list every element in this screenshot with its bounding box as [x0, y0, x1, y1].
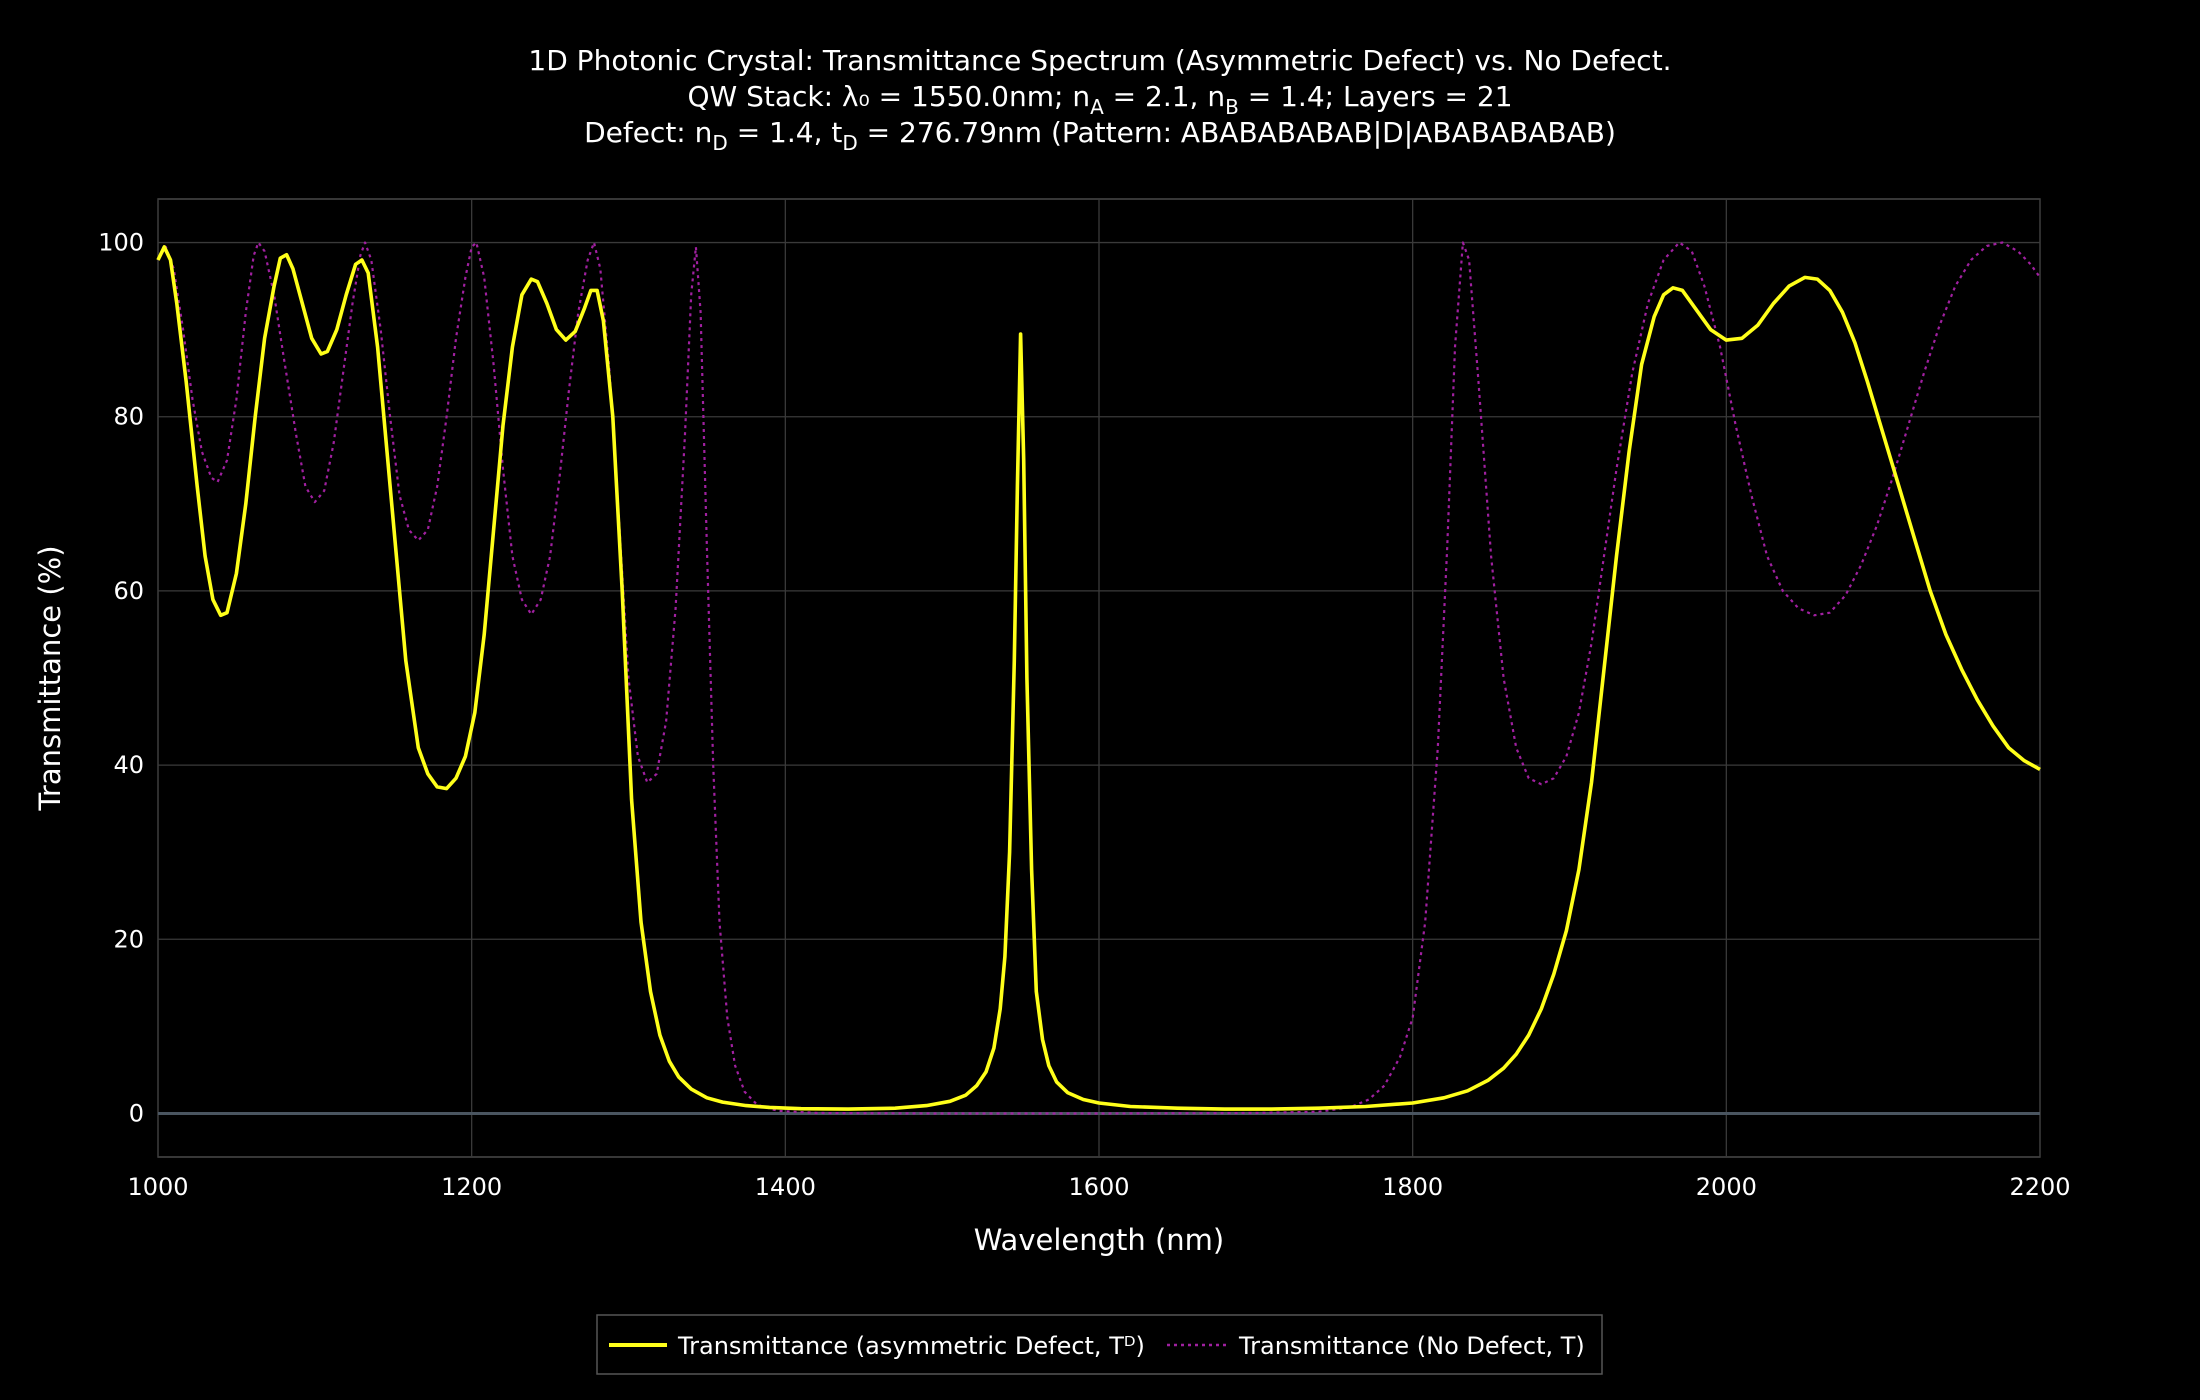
title-line-1: 1D Photonic Crystal: Transmittance Spect… — [528, 44, 1671, 77]
title-line-3: Defect: nD = 1.4, tD = 276.79nm (Pattern… — [584, 116, 1616, 155]
x-tick-label: 2200 — [2009, 1173, 2070, 1201]
series-layer — [156, 241, 2041, 1115]
x-tick-label: 1800 — [1382, 1173, 1443, 1201]
y-tick-label: 80 — [113, 403, 144, 431]
series-line-defect — [156, 245, 2041, 1111]
legend: Transmittance (asymmetric Defect, Tᴰ) Tr… — [596, 1314, 1603, 1375]
x-tick-label: 2000 — [1696, 1173, 1757, 1201]
series-line-no-defect — [157, 241, 2041, 1115]
y-tick-label: 60 — [113, 577, 144, 605]
y-tick-label: 20 — [113, 925, 144, 953]
grid-layer — [157, 199, 2041, 1157]
x-tick-label: 1000 — [127, 1173, 188, 1201]
x-axis-title: Wavelength (nm) — [974, 1223, 1225, 1257]
x-tick-label: 1600 — [1068, 1173, 1129, 1201]
tick-layer: 1000 1200 1400 1600 1800 2000 2200 0 20 40 60 80 100 — [98, 229, 2070, 1201]
x-tick-label: 1200 — [441, 1173, 502, 1201]
y-tick-label: 0 — [129, 1099, 144, 1127]
y-tick-label: 100 — [98, 229, 144, 257]
chart-title: 1D Photonic Crystal: Transmittance Spect… — [528, 44, 1671, 155]
legend-box — [596, 1314, 1603, 1375]
legend-label-defect: Transmittance (asymmetric Defect, Tᴰ) — [677, 1332, 1145, 1360]
y-axis-title: Transmittance (%) — [33, 545, 67, 811]
y-tick-label: 40 — [113, 751, 144, 779]
legend-label-no-defect: Transmittance (No Defect, T) — [1238, 1332, 1585, 1360]
title-line-2: QW Stack: λ₀ = 1550.0nm; nA = 2.1, nB = … — [687, 80, 1512, 119]
x-tick-label: 1400 — [755, 1173, 816, 1201]
